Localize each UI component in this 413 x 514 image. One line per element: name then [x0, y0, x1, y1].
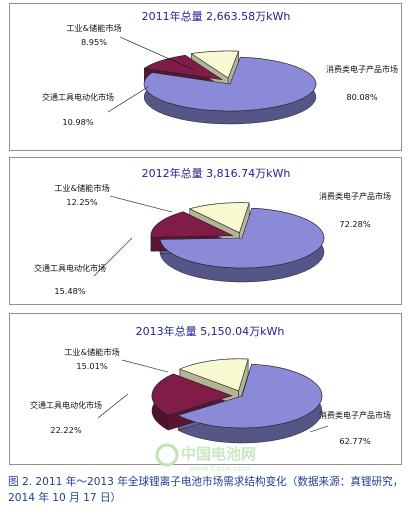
- slice-value-consumer: 72.28%: [339, 219, 370, 229]
- pie-chart-2013: 2013年总量 5,150.04万kWh 工业&储能市场 15.01% 交通工具…: [30, 324, 391, 446]
- watermark-logo: 中国电池网 www.itdcw.com: [155, 443, 256, 473]
- leader-line-transport: [97, 393, 129, 419]
- slice-name-industrial: 工业&储能市场: [64, 347, 120, 357]
- leader-line-industrial: [119, 36, 195, 71]
- slice-value-industrial: 12.25%: [66, 197, 97, 207]
- slice-value-consumer: 80.08%: [346, 92, 377, 102]
- chart-title: 2011年总量 2,663.58万kWh: [142, 9, 291, 23]
- slice-industrial: [190, 50, 239, 79]
- slice-name-transport: 交通工具电动化市场: [42, 92, 114, 102]
- slice-value-transport: 22.22%: [50, 425, 81, 435]
- figure-caption: 图 2. 2011 年～2013 年全球锂离子电池市场需求结构变化（数据来源：真…: [8, 476, 404, 504]
- slice-value-transport: 15.48%: [54, 286, 85, 296]
- pie-chart-2012: 2012年总量 3,816.74万kWh 工业&储能市场 12.25% 交通工具…: [34, 166, 391, 296]
- watermark-logo-text: 中国电池网: [181, 445, 256, 463]
- slice-name-transport: 交通工具电动化市场: [30, 400, 102, 410]
- slice-industrial: [179, 358, 249, 392]
- slice-consumer: [159, 207, 325, 269]
- slice-name-consumer: 消费类电子产品市场: [319, 191, 391, 201]
- slice-transport: [150, 211, 234, 238]
- leader-line-consumer: [309, 425, 329, 433]
- chart-title: 2013年总量 5,150.04万kWh: [136, 324, 285, 338]
- slice-name-industrial: 工业&储能市场: [66, 23, 122, 33]
- watermark-ring: [155, 443, 179, 467]
- leader-line-transport: [93, 237, 133, 277]
- chart-title: 2012年总量 3,816.74万kWh: [142, 166, 291, 180]
- slice-consumer: [177, 363, 323, 429]
- slice-name-industrial: 工业&储能市场: [54, 183, 110, 193]
- leader-line-industrial: [109, 195, 173, 213]
- watermark-url: www.itdcw.com: [189, 464, 251, 473]
- slice-transport: [151, 373, 233, 416]
- slice-name-consumer: 消费类电子产品市场: [319, 410, 391, 420]
- slice-value-industrial: 8.95%: [81, 37, 107, 47]
- slice-name-transport: 交通工具电动化市场: [34, 263, 106, 273]
- slice-transport: [143, 54, 223, 80]
- slice-value-transport: 10.98%: [62, 117, 93, 127]
- slice-value-consumer: 62.77%: [339, 436, 370, 446]
- slice-value-industrial: 15.01%: [76, 361, 107, 371]
- leader-line-industrial: [121, 359, 169, 373]
- slice-name-consumer: 消费类电子产品市场: [326, 64, 398, 74]
- chart-panel-2013: 2013年总量 5,150.04万kWh 工业&储能市场 15.01% 交通工具…: [9, 313, 402, 465]
- leader-line-transport: [107, 86, 149, 113]
- pie-chart-2011: 2011年总量 2,663.58万kWh 工业&储能市场 8.95% 交通工具电…: [42, 9, 398, 127]
- slice-industrial: [188, 202, 250, 234]
- slice-consumer: [143, 56, 317, 112]
- chart-panel-2012: 2012年总量 3,816.74万kWh 工业&储能市场 12.25% 交通工具…: [9, 157, 402, 305]
- chart-panel-2011: 2011年总量 2,663.58万kWh 工业&储能市场 8.95% 交通工具电…: [9, 3, 402, 151]
